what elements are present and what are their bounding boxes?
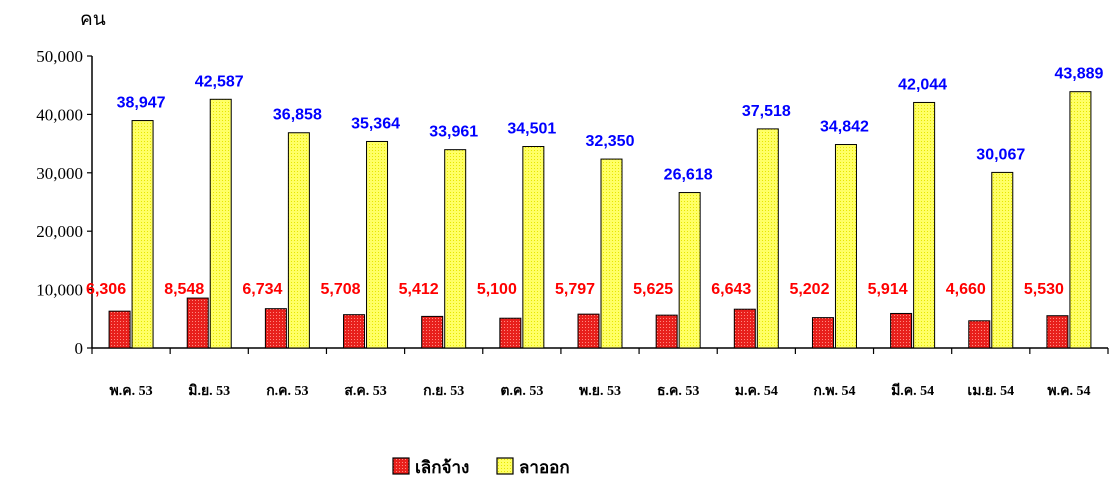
bar-terminated xyxy=(108,310,131,349)
bar-resigned xyxy=(209,98,232,349)
data-label-resigned: 32,350 xyxy=(586,133,635,150)
x-tick-label: ก.พ. 54 xyxy=(813,384,855,399)
data-label-terminated: 6,306 xyxy=(86,281,126,298)
data-label-terminated: 5,100 xyxy=(477,281,517,298)
data-label-terminated: 5,914 xyxy=(868,281,908,298)
data-label-resigned: 36,858 xyxy=(273,107,322,124)
x-tick-label: เม.ย. 54 xyxy=(967,384,1014,399)
y-tick-label: 30,000 xyxy=(36,164,83,183)
bar-resigned xyxy=(1069,91,1092,349)
data-labels: 6,306 38,947 8,548 42,587 6,734 36,858 5,708 35… xyxy=(86,66,1103,298)
bar-terminated xyxy=(811,317,834,349)
x-tick-label: ธ.ค. 53 xyxy=(657,384,699,399)
y-tick-label: 10,000 xyxy=(36,281,83,300)
data-label-resigned: 42,587 xyxy=(195,73,244,90)
bar-terminated xyxy=(733,308,756,349)
y-axis: 0 10,000 20,000 30,000 40,000 50,000 xyxy=(36,47,93,358)
x-axis: พ.ค. 53 มิ.ย. 53 ก.ค. 53 ส.ค. 53 ก.ย. 53 ต.ค.… xyxy=(91,347,1109,399)
data-label-terminated: 5,625 xyxy=(633,281,673,298)
data-label-resigned: 42,044 xyxy=(898,76,947,93)
y-tick-label: 20,000 xyxy=(36,222,83,241)
bar-terminated xyxy=(186,297,209,349)
data-label-terminated: 5,530 xyxy=(1024,281,1064,298)
bar-resigned xyxy=(366,140,389,349)
legend-swatch-resigned xyxy=(496,457,514,475)
data-label-resigned: 35,364 xyxy=(351,115,400,132)
data-label-terminated: 5,797 xyxy=(555,281,595,298)
data-label-terminated: 5,412 xyxy=(399,281,439,298)
data-label-resigned: 43,889 xyxy=(1054,66,1103,83)
x-tick-label: ต.ค. 53 xyxy=(500,384,543,399)
bar-resigned xyxy=(600,158,623,349)
bars xyxy=(108,91,1092,349)
x-tick-label: พ.ย. 53 xyxy=(579,384,621,399)
bar-resigned xyxy=(444,149,467,349)
bar-resigned xyxy=(131,120,154,349)
bar-resigned xyxy=(522,146,545,349)
bar-terminated xyxy=(264,308,287,349)
x-tick-label: ส.ค. 53 xyxy=(344,384,386,399)
legend-label-terminated: เลิกจ้าง xyxy=(415,458,469,478)
legend-label-resigned: ลาออก xyxy=(519,458,570,478)
bar-resigned xyxy=(678,192,701,349)
data-label-resigned: 37,518 xyxy=(742,103,791,120)
y-tick-label: 40,000 xyxy=(36,105,83,124)
bar-resigned xyxy=(287,132,310,349)
bar-terminated xyxy=(421,315,444,349)
legend: เลิกจ้าง ลาออก xyxy=(392,457,570,478)
data-label-resigned: 33,961 xyxy=(429,124,478,141)
y-tick-label: 50,000 xyxy=(36,47,83,66)
y-axis-unit-label: คน xyxy=(80,8,106,30)
bar-resigned xyxy=(991,171,1014,349)
data-label-resigned: 30,067 xyxy=(976,146,1025,163)
x-tick-label: พ.ค. 53 xyxy=(110,384,153,399)
data-label-terminated: 5,708 xyxy=(321,281,361,298)
data-label-terminated: 8,548 xyxy=(164,281,204,298)
x-tick-label: ม.ค. 54 xyxy=(735,384,778,399)
x-tick-label: มี.ค. 54 xyxy=(891,383,934,399)
x-tick-label: มิ.ย. 53 xyxy=(188,383,230,399)
data-label-resigned: 38,947 xyxy=(117,95,166,112)
bar-terminated xyxy=(499,317,522,349)
x-tick-label: ก.ค. 53 xyxy=(266,384,308,399)
data-label-terminated: 5,202 xyxy=(789,281,829,298)
data-label-resigned: 26,618 xyxy=(664,167,713,184)
bar-terminated xyxy=(890,312,913,349)
legend-swatch-terminated xyxy=(392,457,410,475)
bar-terminated xyxy=(655,314,678,349)
x-tick-label: ก.ย. 53 xyxy=(423,384,464,399)
data-label-resigned: 34,501 xyxy=(507,121,556,138)
bar-resigned xyxy=(756,128,779,349)
y-tick-label: 0 xyxy=(75,339,84,358)
data-label-terminated: 6,734 xyxy=(242,281,282,298)
data-label-terminated: 6,643 xyxy=(711,281,751,298)
x-tick-label: พ.ค. 54 xyxy=(1047,384,1090,399)
bar-terminated xyxy=(968,320,991,349)
bar-resigned xyxy=(913,101,936,349)
data-label-terminated: 4,660 xyxy=(946,281,986,298)
data-label-resigned: 34,842 xyxy=(820,119,869,136)
bar-terminated xyxy=(577,313,600,349)
bar-terminated xyxy=(343,314,366,349)
bar-terminated xyxy=(1046,315,1069,349)
bar-resigned xyxy=(834,144,857,349)
